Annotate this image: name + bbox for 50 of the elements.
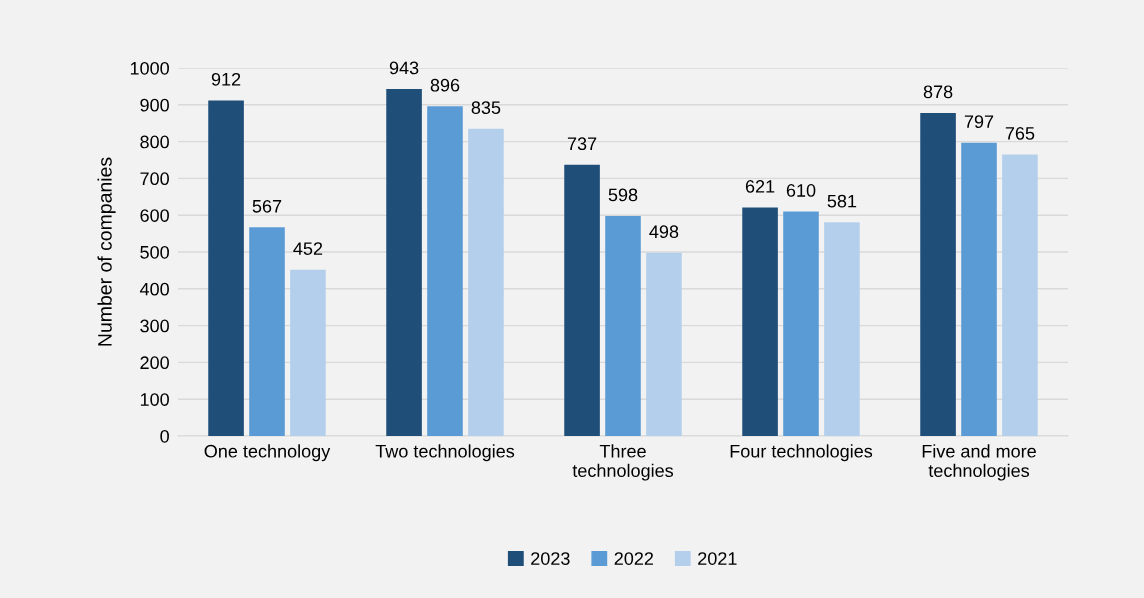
y-tick-label: 200 <box>140 356 169 370</box>
bar <box>427 106 463 436</box>
data-label: 610 <box>786 184 816 197</box>
data-label: 878 <box>923 85 953 99</box>
data-label: 567 <box>252 199 282 213</box>
y-axis-title: Number of companies <box>97 157 116 346</box>
x-tick-label: Four technologies <box>730 444 873 462</box>
data-label: 912 <box>211 72 241 86</box>
y-tick-label: 800 <box>140 135 169 149</box>
data-label: 896 <box>430 78 460 92</box>
bar <box>386 88 422 436</box>
legend-label: 2023 <box>531 552 570 565</box>
y-tick-label: 400 <box>139 282 169 296</box>
data-label: 835 <box>471 101 501 115</box>
bar <box>646 252 682 436</box>
data-label: 797 <box>964 115 994 129</box>
bar <box>290 269 326 436</box>
data-label: 581 <box>827 194 857 208</box>
bar <box>249 227 285 436</box>
bar <box>961 142 997 436</box>
y-tick-label: 900 <box>140 98 169 112</box>
y-tick-label: 0 <box>160 429 169 443</box>
x-tick-label: Five and more technologies <box>922 444 1036 481</box>
bar <box>824 222 860 436</box>
bar <box>564 164 600 436</box>
bar <box>783 211 819 436</box>
data-label: 737 <box>567 137 597 151</box>
data-label: 765 <box>1005 127 1035 140</box>
y-tick-label: 500 <box>140 245 169 259</box>
y-tick-label: 1000 <box>130 61 169 75</box>
bar <box>742 207 778 436</box>
data-label: 943 <box>389 61 419 75</box>
x-tick-label: Three technologies <box>572 444 674 481</box>
bar <box>920 112 956 436</box>
legend-label: 2021 <box>698 552 737 565</box>
y-tick-label: 100 <box>140 393 169 406</box>
data-label: 452 <box>293 242 323 255</box>
bar <box>1002 154 1038 436</box>
y-tick-label: 600 <box>140 209 169 222</box>
data-label: 498 <box>649 225 679 239</box>
bar <box>605 215 641 436</box>
data-label: 621 <box>745 180 775 193</box>
x-tick-label: Two technologies <box>375 444 515 462</box>
data-label: 598 <box>608 188 638 202</box>
x-tick-label: One technology <box>204 444 331 462</box>
y-tick-label: 700 <box>140 172 169 186</box>
bar <box>208 100 244 436</box>
bar <box>468 128 504 436</box>
legend-label: 2022 <box>614 552 654 565</box>
y-tick-label: 300 <box>140 319 169 333</box>
